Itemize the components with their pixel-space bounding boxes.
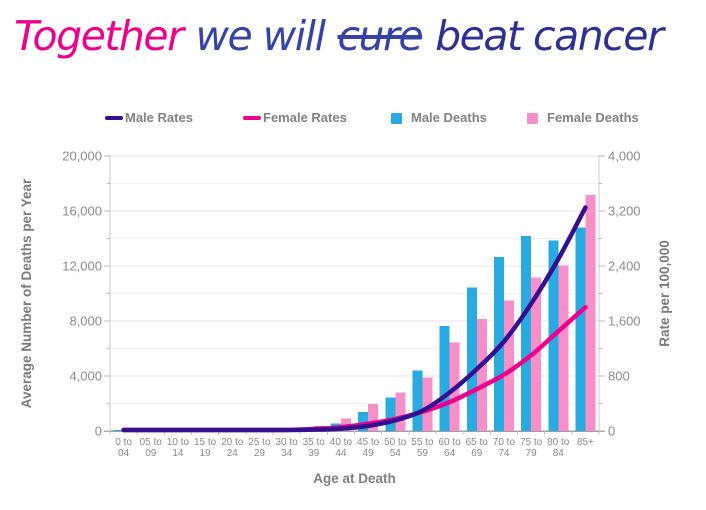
cruk-tagline-logo: Together we will cure beat cancer (14, 12, 704, 96)
logo-word-cure: cure (337, 12, 423, 60)
bar-female-deaths (422, 377, 433, 431)
x-axis-category-label: 0 to 04 (115, 437, 132, 459)
square-swatch-icon (391, 112, 402, 124)
legend-label: Female Deaths (547, 110, 639, 125)
bar-male-deaths (412, 370, 423, 431)
right-axis-tick-label: 1,600 (608, 314, 641, 329)
x-axis-category-label: 15 to 19 (194, 437, 217, 459)
x-axis-category-label: 30 to 34 (275, 437, 298, 459)
x-axis-category-label: 60 to 64 (438, 437, 461, 459)
line-male-rates (121, 205, 588, 433)
left-axis-tick-label: 20,000 (62, 149, 102, 164)
right-axis-tick-label: 0 (608, 424, 615, 439)
bar-male-deaths (466, 287, 477, 431)
left-axis-tick-label: 0 (95, 424, 102, 439)
bar-female-deaths (503, 300, 514, 431)
bar-male-deaths (439, 325, 450, 431)
bar-female-deaths (368, 404, 379, 431)
left-axis-tick-label: 16,000 (62, 204, 102, 219)
legend-item-male-deaths[interactable]: Male Deaths (391, 109, 487, 127)
legend-label: Male Rates (125, 110, 193, 125)
left-axis-tick-label: 12,000 (62, 259, 102, 274)
x-axis-category-label: 35 to 39 (303, 437, 326, 459)
x-axis-category-label: 05 to 09 (140, 437, 163, 459)
square-swatch-icon (527, 112, 538, 124)
bar-female-deaths (476, 318, 487, 431)
legend-label: Female Rates (263, 110, 347, 125)
bar-female-deaths (558, 265, 569, 431)
right-axis-title: Rate per 100,000 (657, 240, 672, 347)
x-axis-category-label: 45 to 49 (357, 437, 380, 459)
x-axis-category-label: 20 to 24 (221, 437, 244, 459)
x-axis-category-label: 10 to 14 (167, 437, 190, 459)
legend-label: Male Deaths (411, 110, 487, 125)
x-axis-category-label: 40 to 44 (330, 437, 353, 459)
bar-male-deaths (385, 397, 396, 431)
bar-female-deaths (531, 277, 542, 431)
line-swatch-icon (243, 116, 261, 120)
bar-male-deaths (521, 235, 532, 431)
chart-legend: Male Rates Female Rates Male Deaths Female … (0, 109, 706, 129)
bar-female-deaths (395, 392, 406, 431)
x-axis-category-label: 85+ (577, 437, 594, 448)
x-axis-category-label: 25 to 29 (248, 437, 271, 459)
logo-word-together: Together (14, 12, 184, 60)
left-axis-title: Average Number of Deaths per Year (19, 178, 34, 408)
right-axis-tick-label: 2,400 (608, 259, 641, 274)
x-axis-category-label: 50 to 54 (384, 437, 407, 459)
bar-male-deaths (113, 430, 124, 431)
legend-item-female-rates[interactable]: Female Rates (243, 109, 347, 127)
x-axis-category-label: 70 to 74 (493, 437, 516, 459)
right-axis-tick-label: 4,000 (608, 149, 641, 164)
x-axis-title: Age at Death (313, 471, 396, 486)
right-axis-tick-label: 3,200 (608, 204, 641, 219)
bar-male-deaths (575, 227, 586, 431)
bar-male-deaths (358, 411, 369, 431)
x-axis-category-label: 80 to 84 (547, 437, 570, 459)
left-axis-tick-label: 4,000 (69, 369, 102, 384)
x-axis-category-label: 65 to 69 (466, 437, 489, 459)
x-axis-category-label: 55 to 59 (411, 437, 434, 459)
logo-word-we-will: we will (195, 12, 326, 60)
left-axis-tick-label: 8,000 (69, 314, 102, 329)
legend-item-male-rates[interactable]: Male Rates (105, 109, 193, 127)
right-axis-tick-label: 800 (608, 369, 630, 384)
x-axis-category-label: 75 to 79 (520, 437, 543, 459)
logo-word-beat-cancer: beat cancer (435, 12, 664, 60)
bar-female-deaths (585, 195, 596, 431)
line-swatch-icon (105, 116, 123, 120)
legend-item-female-deaths[interactable]: Female Deaths (527, 109, 639, 127)
